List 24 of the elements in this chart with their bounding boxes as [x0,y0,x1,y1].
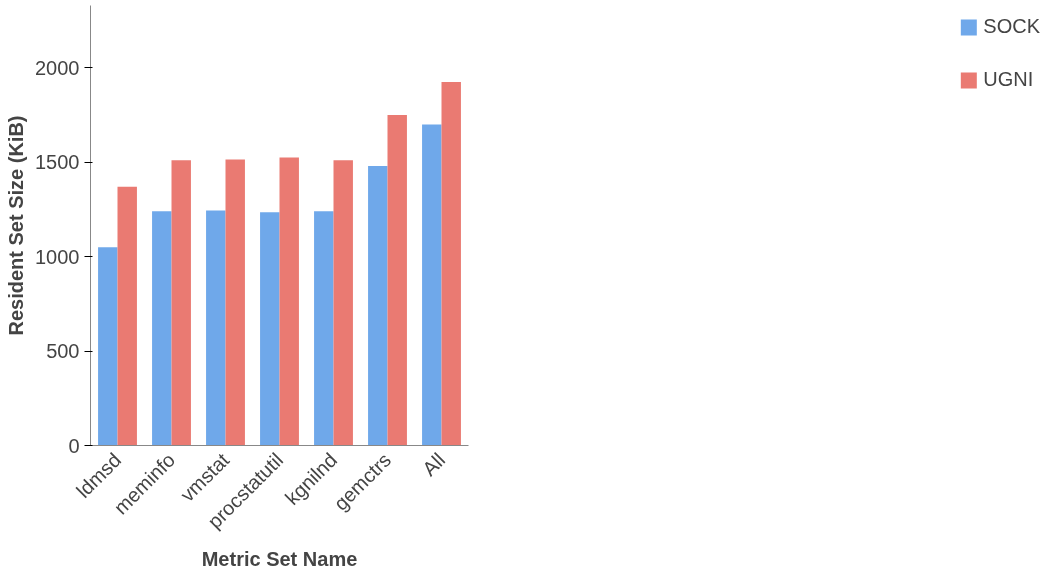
bar [333,160,353,446]
legend-label: UGNI [983,68,1034,91]
y-tick-label: 0 [68,434,80,457]
y-tick-label: 1000 [35,245,80,268]
bar [117,186,137,446]
y-tick-label: 1500 [35,151,80,174]
x-axis-title: Metric Set Name [201,548,358,571]
bar [98,247,118,446]
y-tick-label: 500 [46,340,80,363]
bar [260,212,280,446]
legend-label: SOCK [983,15,1040,38]
bar [152,211,172,446]
y-tick-label: 2000 [35,56,80,79]
x-tick-label: All [418,448,450,480]
bar [368,166,388,446]
bar [206,210,226,446]
bar [279,157,299,446]
y-axis-title: Resident Set Size (KiB) [5,115,28,336]
bar [314,211,334,446]
bar [441,81,461,446]
bar [171,160,191,446]
bar [225,159,245,446]
bar [387,115,407,446]
bar [422,124,442,446]
